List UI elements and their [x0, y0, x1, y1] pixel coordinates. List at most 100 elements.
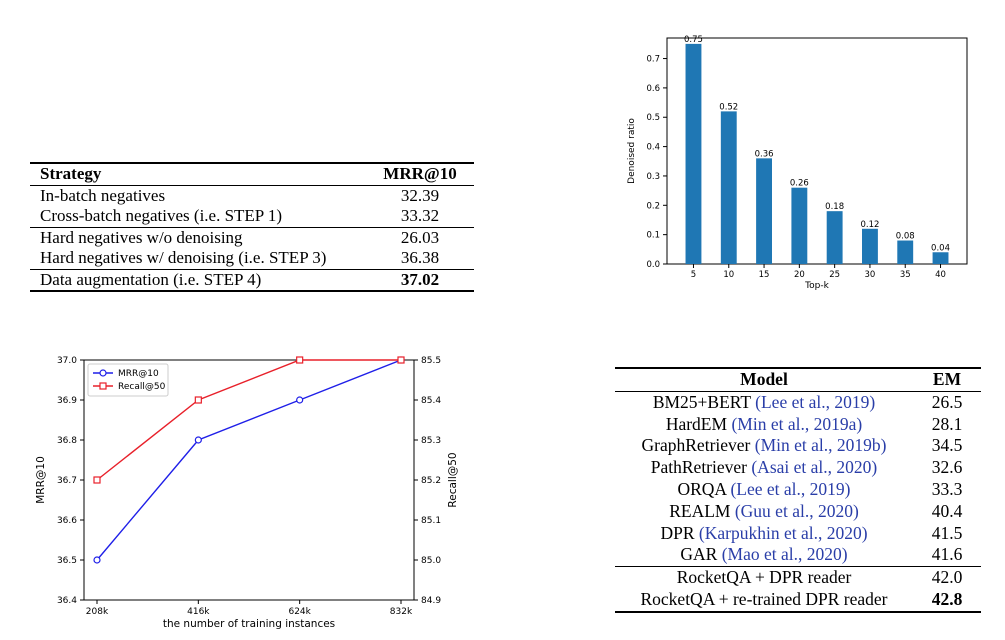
table-row: REALM (Guu et al., 2020) 40.4	[615, 501, 981, 523]
em-table: Model EM BM25+BERT (Lee et al., 2019) 26.…	[615, 366, 981, 613]
citation-link[interactable]: (Karpukhin et al., 2020)	[698, 522, 868, 543]
mrr-cell: 33.32	[400, 206, 440, 225]
header-strategy: Strategy	[30, 162, 366, 186]
model-name: RocketQA + DPR reader	[676, 567, 852, 588]
y-tick-label: 0.0	[646, 260, 660, 270]
table-row: RocketQA + re-trained DPR reader 42.8	[615, 588, 981, 613]
bar	[685, 43, 702, 264]
y-tick-label: 36.8	[57, 436, 77, 446]
x-tick-label: 15	[759, 270, 770, 280]
mrr-cell-best: 37.02	[366, 268, 474, 292]
model-cell: BM25+BERT (Lee et al., 2019)	[615, 391, 913, 413]
legend-marker	[99, 369, 107, 377]
citation-link[interactable]: (Min et al., 2019a)	[731, 413, 863, 434]
data-point	[194, 396, 202, 404]
mrr-cell: 36.38	[400, 248, 440, 267]
bar-value-label: 0.36	[755, 149, 774, 159]
series-line	[96, 359, 402, 561]
model-cell: PathRetriever (Asai et al., 2020)	[615, 457, 913, 479]
bar-value-label: 0.75	[684, 35, 703, 45]
x-axis-label: Top-k	[804, 281, 829, 291]
header-mrr: MRR@10	[366, 162, 474, 186]
bar	[756, 158, 772, 264]
bar-value-label: 0.04	[931, 243, 950, 253]
em-cell: 34.5	[931, 435, 963, 456]
training-instances-chart-svg: 36.4 36.5 36.6 36.7 36.8 36.9 37.0 84.9 85.0 85.1…	[35, 356, 459, 630]
header-model: Model	[615, 366, 913, 392]
bar-value-label: 0.26	[790, 179, 809, 189]
y-tick-label: 0.2	[646, 201, 660, 211]
x-tick-label: 208k	[86, 607, 109, 617]
citation-link[interactable]: (Asai et al., 2020)	[751, 457, 878, 478]
citation-link[interactable]: (Mao et al., 2020)	[721, 544, 848, 565]
model-cell: RocketQA + DPR reader	[615, 566, 913, 589]
x-tick-label: 25	[829, 270, 840, 280]
y-tick-label: 0.5	[646, 113, 660, 123]
em-cell-best: 42.8	[913, 588, 981, 613]
em-cell: 32.6	[931, 457, 963, 478]
citation-link[interactable]: (Min et al., 2019b)	[754, 435, 887, 456]
y-axis-label: MRR@10	[35, 456, 47, 504]
table-row: RocketQA + DPR reader 42.0	[615, 566, 981, 589]
citation-link[interactable]: (Guu et al., 2020)	[734, 500, 859, 521]
strategy-table-grid: Strategy MRR@10 In-batch negatives 32.39…	[30, 162, 474, 292]
citation-link[interactable]: (Lee et al., 2019)	[730, 478, 851, 499]
y-right-axis-label: Recall@50	[447, 452, 459, 507]
legend-label: MRR@10	[118, 369, 159, 379]
y-right-tick-label: 85.3	[421, 436, 441, 446]
y-tick-label: 36.5	[57, 556, 77, 566]
x-tick-label: 5	[691, 270, 696, 280]
table-row: Hard negatives w/ denoising (i.e. STEP 3…	[30, 248, 474, 269]
y-right-tick-label: 84.9	[421, 596, 441, 606]
x-tick-label: 832k	[390, 607, 413, 617]
table-header-row: Model EM	[615, 366, 981, 392]
header-em: EM	[913, 366, 981, 392]
bar	[932, 252, 949, 264]
table-row: HardEM (Min et al., 2019a) 28.1	[615, 414, 981, 436]
x-tick-label: 30	[865, 270, 876, 280]
data-point	[397, 356, 405, 364]
series-line	[96, 359, 401, 481]
model-name: DPR	[660, 522, 695, 543]
bar-value-label: 0.12	[860, 220, 879, 230]
em-cell: 40.4	[931, 500, 963, 521]
table-row: GraphRetriever (Min et al., 2019b) 34.5	[615, 435, 981, 457]
bar	[720, 111, 737, 265]
bar-value-label: 0.08	[896, 232, 915, 242]
legend-marker	[99, 382, 107, 390]
em-cell: 41.6	[931, 544, 963, 565]
citation-link[interactable]: (Lee et al., 2019)	[755, 391, 876, 412]
y-axis-label: Denoised ratio	[627, 118, 637, 184]
model-cell: HardEM (Min et al., 2019a)	[615, 414, 913, 436]
model-name: PathRetriever	[650, 457, 747, 478]
strategy-cell: Hard negatives w/ denoising (i.e. STEP 3…	[40, 248, 327, 267]
y-right-tick-label: 85.4	[421, 396, 441, 406]
strategy-table: Strategy MRR@10 In-batch negatives 32.39…	[30, 162, 474, 292]
y-tick-label: 0.7	[646, 55, 660, 65]
strategy-cell: Cross-batch negatives (i.e. STEP 1)	[40, 206, 283, 225]
data-point	[93, 556, 101, 564]
table-row: Data augmentation (i.e. STEP 4) 37.02	[30, 268, 474, 292]
y-tick-label: 0.4	[646, 143, 660, 153]
x-tick-label: 416k	[187, 607, 210, 617]
y-right-tick-label: 85.5	[421, 356, 441, 366]
mrr-cell: 26.03	[366, 226, 474, 248]
legend-label: Recall@50	[118, 382, 166, 392]
denoised-ratio-chart: 0.0 0.1 0.2 0.3 0.4 0.5 0.6 0.7 0.75 5 0.52 10 0.36 1…	[620, 28, 980, 303]
x-axis-label: the number of training instances	[163, 618, 335, 630]
x-tick-label: 35	[900, 270, 911, 280]
y-tick-label: 0.3	[646, 172, 660, 182]
em-cell: 26.5	[931, 391, 963, 412]
model-name: RocketQA + re-trained DPR reader	[640, 588, 888, 609]
table-row: In-batch negatives 32.39	[30, 185, 474, 206]
bar-value-label: 0.52	[719, 102, 738, 112]
mrr-cell: 32.39	[400, 185, 440, 205]
em-table-body: BM25+BERT (Lee et al., 2019) 26.5 HardEM (…	[615, 391, 981, 613]
legend: MRR@10 Recall@50	[87, 363, 169, 397]
em-cell: 42.0	[913, 566, 981, 589]
model-name: GraphRetriever	[641, 435, 751, 456]
x-tick-label: 40	[935, 270, 946, 280]
em-cell: 41.5	[931, 522, 963, 543]
table-row: Cross-batch negatives (i.e. STEP 1) 33.3…	[30, 206, 474, 227]
x-tick-label: 624k	[288, 607, 311, 617]
